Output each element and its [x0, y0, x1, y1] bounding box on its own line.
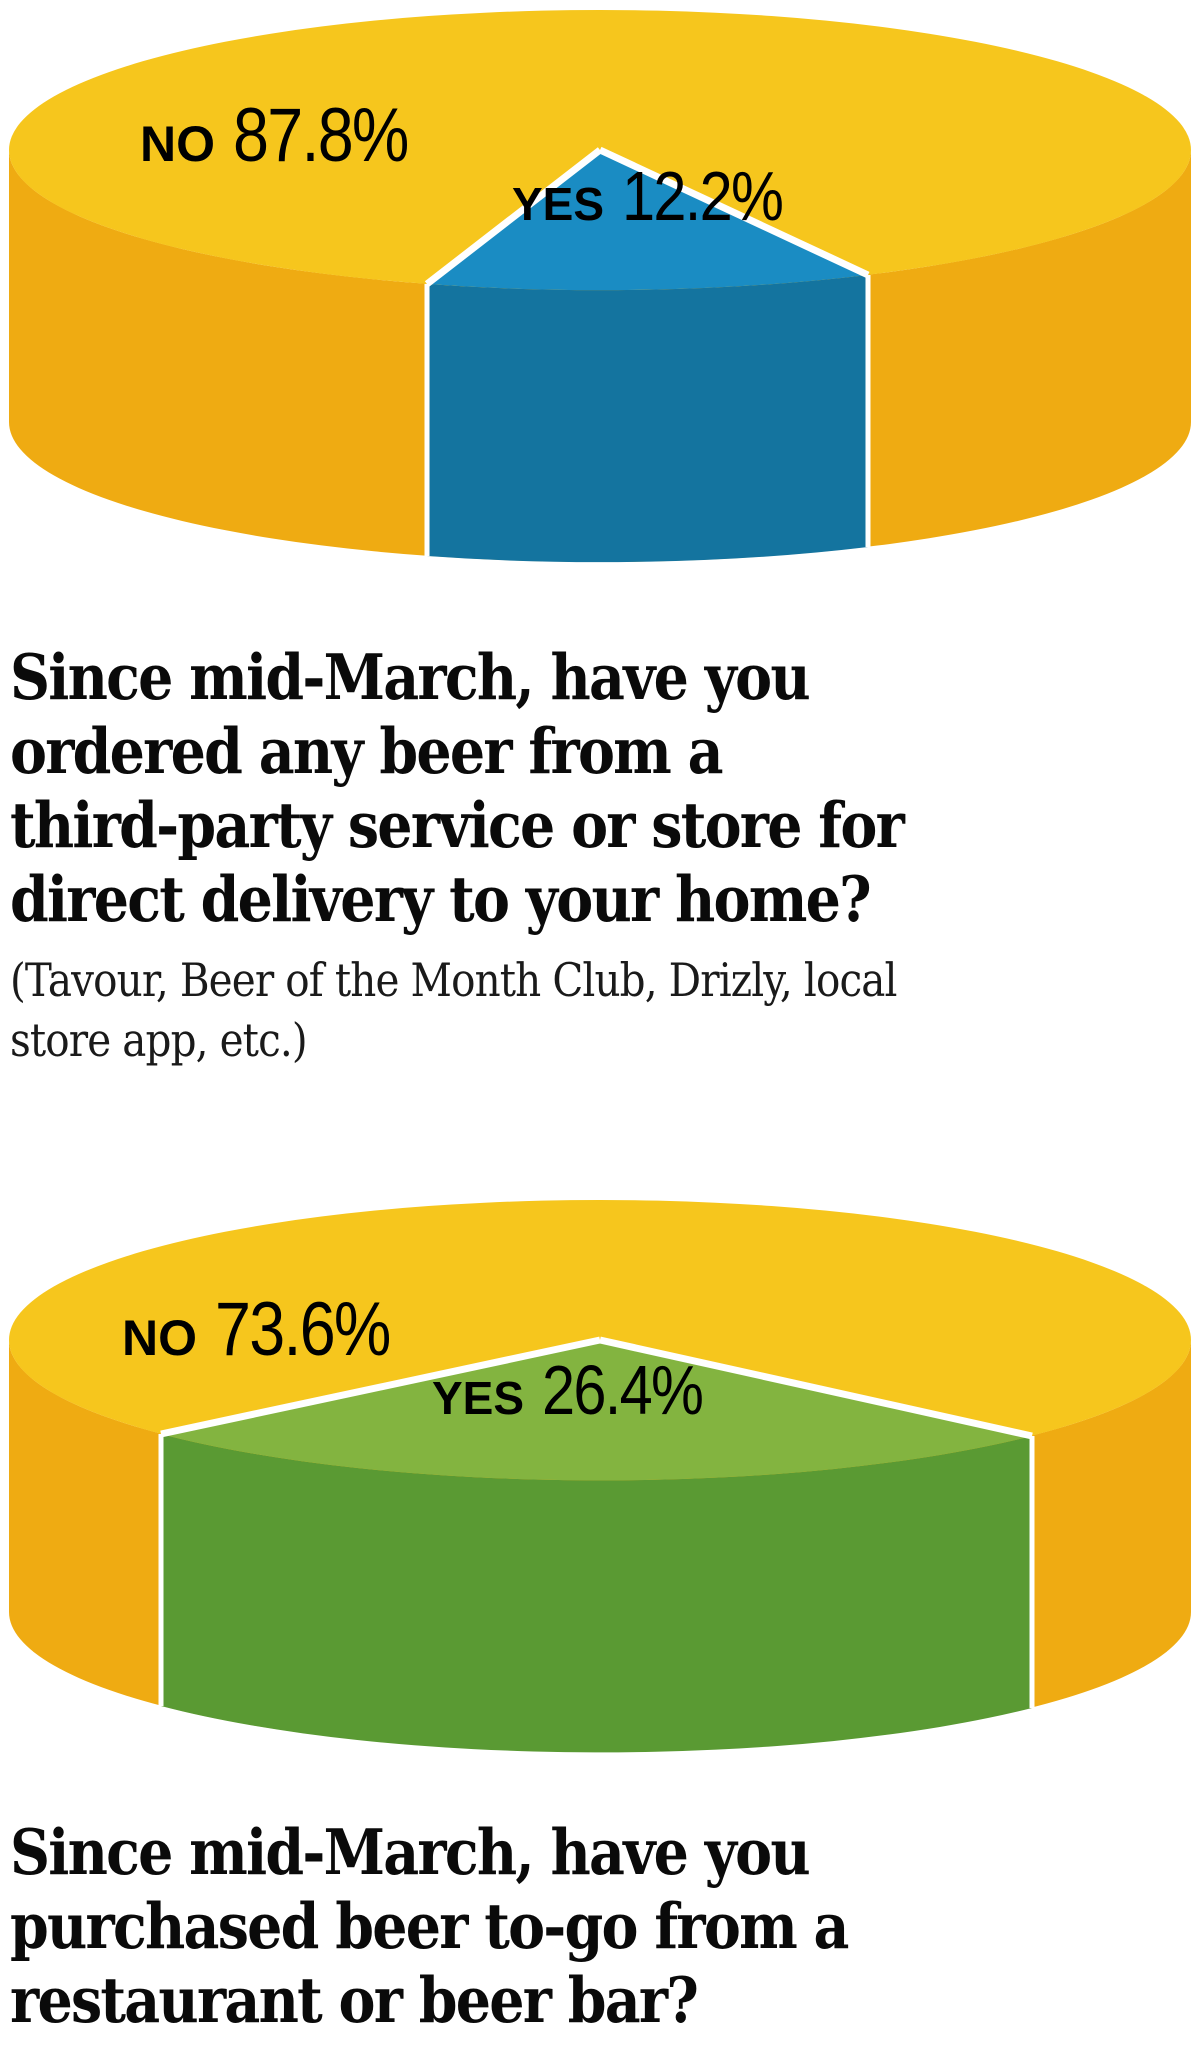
pie-3d-graphic-2 [9, 1200, 1191, 1753]
question-1: Since mid-March, have you ordered any be… [10, 640, 1025, 1070]
slice-wall-seam-lines [424, 275, 871, 556]
label-yes-1: YES 12.2% [512, 156, 811, 236]
label-no-1: NO 87.8% [140, 92, 439, 179]
no-value: 87.8% [233, 93, 409, 178]
yes-value: 12.2% [622, 157, 784, 235]
question-2: Since mid-March, have you purchased beer… [10, 1815, 962, 2037]
question-line: direct delivery to your home? [10, 862, 872, 936]
slice-gap-lines [160, 1336, 1033, 1440]
label-yes-2: YES 26.4% [432, 1350, 731, 1430]
question-line: Since mid-March, have you [10, 640, 811, 714]
question-line: ordered any beer from a [10, 714, 724, 788]
pie-chart-beer-to-go: NO 73.6% YES 26.4% [0, 1190, 1200, 1760]
question-note: (Tavour, Beer of the Month Club, Drizly,… [10, 950, 1025, 1070]
label-no-2: NO 73.6% [122, 1286, 421, 1373]
yes-value: 26.4% [542, 1351, 704, 1429]
no-value: 73.6% [215, 1287, 391, 1372]
pie-side-yes [427, 275, 868, 563]
slice-gap-lines [424, 146, 870, 287]
pie-top-yes [161, 1340, 1032, 1481]
pie-chart-home-delivery: NO 87.8% YES 12.2% [0, 0, 1200, 570]
question-line: purchased beer to-go from a [10, 1889, 849, 1963]
question-note-line: (Tavour, Beer of the Month Club, Drizly,… [10, 953, 897, 1007]
yes-tag: YES [512, 178, 605, 230]
question-note-line: store app, etc.) [10, 1013, 308, 1067]
yes-tag: YES [432, 1372, 525, 1424]
question-line: Since mid-March, have you [10, 1815, 811, 1889]
pie-top-yes [427, 150, 868, 291]
no-tag: NO [122, 1310, 197, 1366]
question-line: third-party service or store for [10, 788, 905, 862]
slice-wall-seam-lines [158, 1434, 1035, 1708]
pie-3d-graphic-1 [9, 10, 1191, 563]
pie-side-yes [161, 1434, 1032, 1753]
question-line: restaurant or beer bar? [10, 1963, 699, 2037]
no-tag: NO [140, 116, 215, 172]
